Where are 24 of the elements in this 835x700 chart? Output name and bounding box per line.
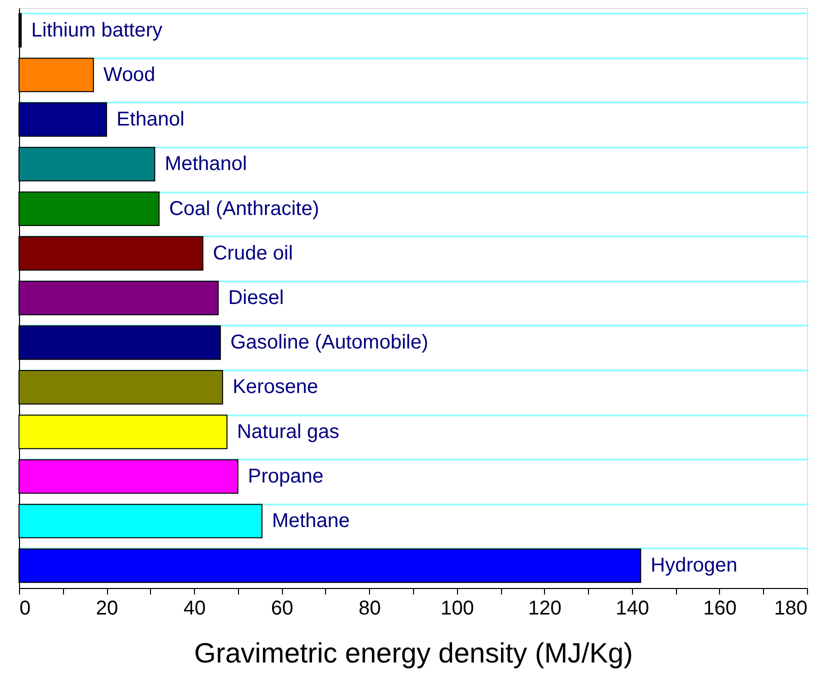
y-tick-label: Diesel: [228, 287, 284, 309]
x-tick-label: 40: [183, 598, 206, 620]
y-tick-label: Gasoline (Automobile): [230, 332, 428, 354]
y-tick-label: Methane: [272, 510, 350, 532]
x-tick-label: 140: [616, 598, 650, 620]
x-tick-label: 20: [96, 598, 118, 620]
x-axis-title: Gravimetric energy density (MJ/Kg): [194, 638, 633, 668]
y-tick-label: Crude oil: [212, 242, 293, 264]
y-tick-label: Natural gas: [236, 420, 340, 443]
x-tick-label: 120: [528, 598, 562, 620]
x-tick-label: 160: [703, 598, 737, 620]
x-tick-label: 80: [358, 598, 381, 620]
y-tick-label: Propane: [248, 465, 324, 488]
y-tick-label: Methanol: [164, 153, 247, 176]
x-tick-label: 180: [774, 598, 808, 620]
y-tick-label: Kerosene: [232, 376, 318, 398]
y-tick-label: Hydrogen: [650, 554, 738, 577]
x-tick-label: 60: [271, 598, 294, 620]
x-tick-label: 0: [20, 598, 31, 620]
x-tick-label: 100: [440, 598, 474, 620]
y-tick-label: Wood: [103, 64, 156, 86]
y-tick-label: Lithium battery: [31, 19, 162, 42]
y-tick-label: Coal (Anthracite): [169, 198, 320, 220]
y-tick-label: Ethanol: [116, 108, 184, 131]
